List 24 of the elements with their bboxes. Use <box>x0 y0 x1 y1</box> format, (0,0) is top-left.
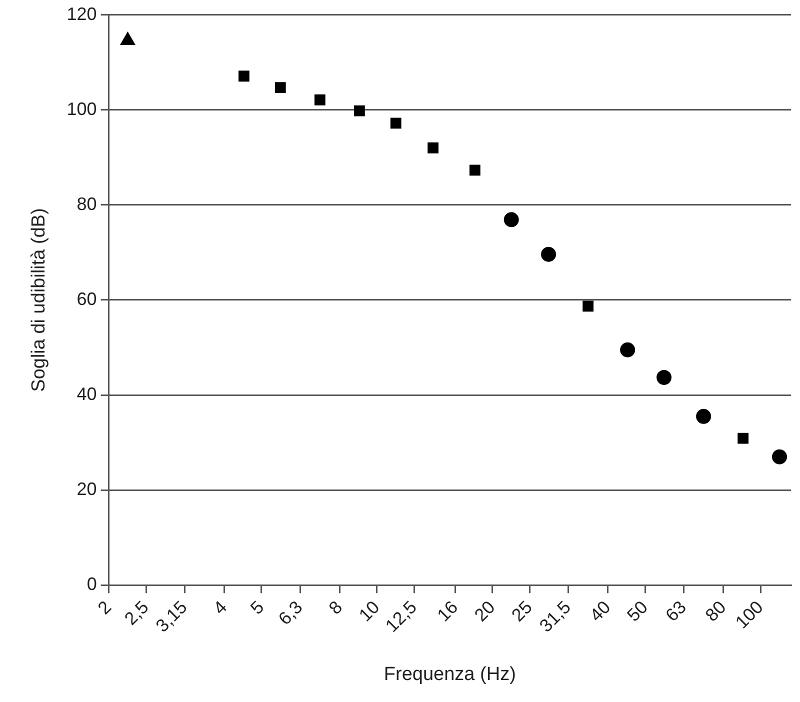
x-tick-label: 16 <box>433 596 462 626</box>
x-tick-label: 6,3 <box>274 596 306 629</box>
x-tick-label: 5 <box>246 596 268 618</box>
x-tick-label: 20 <box>470 596 499 626</box>
x-tick-label: 63 <box>662 596 690 626</box>
y-tick-label: 0 <box>86 574 97 594</box>
y-tick-label: 100 <box>66 98 97 119</box>
x-tick-label: 25 <box>508 596 536 626</box>
x-axis-title: Frequenza (Hz) <box>384 664 516 685</box>
x-tick-label: 8 <box>324 596 346 618</box>
y-tick-label: 20 <box>76 479 97 500</box>
x-tick-label: 10 <box>355 596 384 626</box>
x-tick-label: 80 <box>701 596 730 626</box>
x-tick-label: 4 <box>209 596 231 618</box>
y-tick-label: 40 <box>76 384 97 404</box>
x-tick-label: 40 <box>586 596 614 626</box>
x-tick-label: 2,5 <box>120 596 152 629</box>
y-tick-label: 120 <box>66 4 97 24</box>
x-tick-label: 100 <box>732 596 767 632</box>
y-axis-title: Soglia di udibilità (dB) <box>28 208 50 392</box>
y-tick-label: 80 <box>76 194 97 214</box>
x-tick-label: 2 <box>94 596 116 618</box>
x-tick-label: 50 <box>623 596 652 626</box>
y-tick-label: 60 <box>76 288 97 309</box>
